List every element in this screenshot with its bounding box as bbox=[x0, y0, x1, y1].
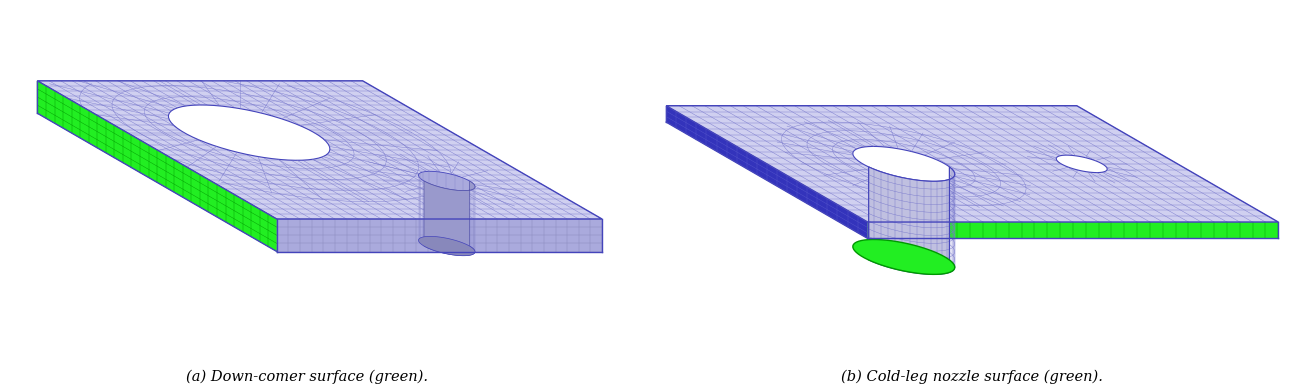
Text: (a) Down-comer surface (green).: (a) Down-comer surface (green). bbox=[185, 369, 428, 383]
Polygon shape bbox=[277, 219, 602, 252]
Polygon shape bbox=[38, 81, 277, 252]
Polygon shape bbox=[853, 147, 955, 181]
Polygon shape bbox=[666, 106, 868, 238]
Polygon shape bbox=[869, 167, 955, 274]
Polygon shape bbox=[168, 105, 330, 160]
Text: (b) Cold-leg nozzle surface (green).: (b) Cold-leg nozzle surface (green). bbox=[842, 369, 1103, 383]
Polygon shape bbox=[666, 106, 1279, 222]
Polygon shape bbox=[419, 171, 475, 191]
Polygon shape bbox=[419, 236, 475, 256]
Polygon shape bbox=[1056, 155, 1107, 172]
Polygon shape bbox=[853, 240, 955, 274]
Polygon shape bbox=[38, 81, 602, 219]
Polygon shape bbox=[424, 181, 475, 256]
Polygon shape bbox=[868, 222, 1279, 238]
